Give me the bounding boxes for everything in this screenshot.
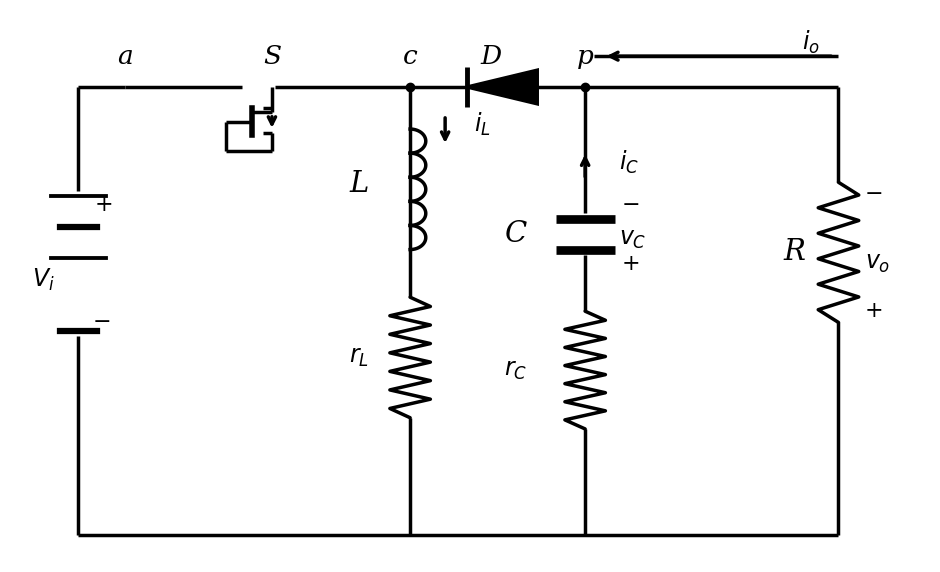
- Text: −: −: [92, 311, 111, 333]
- Text: c: c: [402, 43, 417, 69]
- Text: +: +: [622, 253, 640, 275]
- Text: L: L: [350, 170, 369, 198]
- Text: S: S: [263, 43, 281, 69]
- Text: +: +: [95, 194, 114, 216]
- Text: p: p: [577, 43, 593, 69]
- Text: C: C: [505, 220, 527, 248]
- Text: −: −: [864, 182, 883, 205]
- Text: $i_L$: $i_L$: [474, 111, 491, 138]
- Text: $v_C$: $v_C$: [619, 228, 647, 251]
- Text: D: D: [480, 43, 502, 69]
- Text: +: +: [864, 300, 883, 322]
- Text: $r_L$: $r_L$: [350, 346, 369, 369]
- Text: $i_C$: $i_C$: [619, 149, 639, 176]
- Text: $v_o$: $v_o$: [865, 252, 890, 275]
- Text: $r_C$: $r_C$: [505, 359, 527, 382]
- Text: a: a: [117, 43, 133, 69]
- Polygon shape: [467, 70, 538, 104]
- Text: R: R: [783, 239, 806, 267]
- Text: $i_o$: $i_o$: [802, 29, 820, 55]
- Text: −: −: [622, 194, 640, 216]
- Text: $V_i$: $V_i$: [32, 267, 55, 293]
